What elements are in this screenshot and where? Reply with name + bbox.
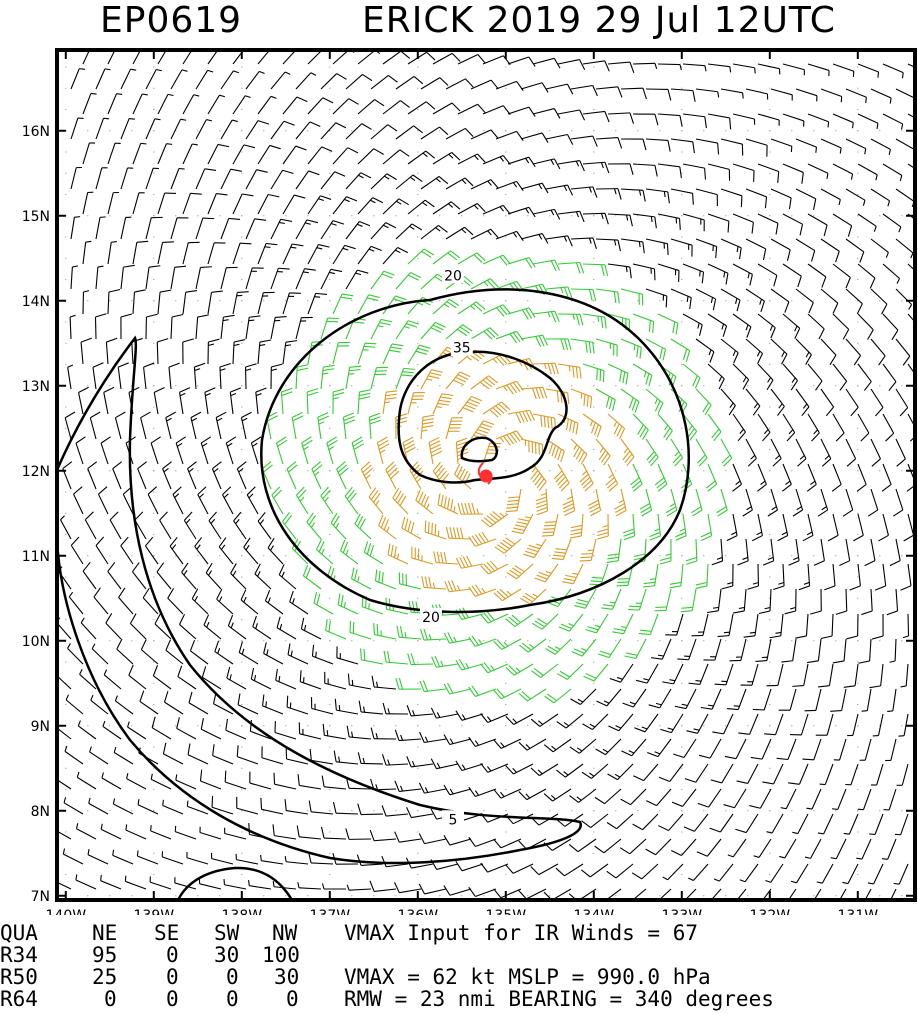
col-sw: 0 — [226, 987, 239, 1011]
axis-ticks — [57, 50, 915, 900]
lon-tick-label: 140W — [46, 908, 87, 915]
info-row-qua: QUA NE SE SW NW VMAX Input for IR Winds … — [0, 922, 918, 944]
contour-label: 35 — [453, 341, 471, 357]
info-row-r64: R64 0 0 0 0 RMW = 23 nmi BEARING = 340 d… — [0, 988, 918, 1010]
lon-tick-label: 134W — [574, 908, 615, 915]
col-nw: 100 — [262, 943, 300, 967]
storm-info-title: ERICK 2019 29 Jul 12UTC — [362, 0, 836, 41]
col-nw: 30 — [274, 965, 300, 989]
col-sw: SW — [214, 921, 240, 945]
col-ne: 0 — [104, 987, 117, 1011]
contour-5kt-arc — [57, 335, 582, 865]
col-se: 0 — [166, 987, 179, 1011]
contour-35kt — [397, 350, 568, 484]
col-sw: 30 — [214, 943, 240, 967]
rmw-bearing-label: RMW = 23 nmi BEARING = 340 degrees — [344, 987, 774, 1011]
col-nw: 0 — [286, 987, 299, 1011]
lat-tick-label: 16N — [22, 124, 50, 140]
longitude-labels: 140W 139W 138W 137W 136W 135W 134W 133W 132W 131W — [46, 908, 879, 915]
col-nw: NW — [272, 921, 298, 945]
contour-label: 20 — [444, 268, 462, 284]
contour-labels: 20 35 20 5 — [420, 266, 473, 828]
lat-tick-label: 12N — [22, 464, 50, 480]
lat-tick-label: 14N — [22, 294, 50, 310]
lat-tick-label: 13N — [22, 379, 50, 395]
storm-id-title: EP0619 — [100, 0, 243, 41]
col-se: 0 — [166, 965, 179, 989]
contour-label: 5 — [449, 812, 458, 828]
col-ne: 95 — [92, 943, 118, 967]
wind-barbs — [57, 50, 915, 900]
lat-tick-label: 11N — [22, 549, 50, 565]
row-key: QUA — [0, 921, 38, 945]
map-frame — [55, 48, 917, 902]
col-se: 0 — [166, 943, 179, 967]
row-key: R34 — [0, 943, 38, 967]
lon-tick-label: 137W — [310, 908, 351, 915]
vmax-mslp-label: VMAX = 62 kt MSLP = 990.0 hPa — [344, 965, 711, 989]
latitude-labels: 7N 8N 9N 10N 11N 12N 13N 14N 15N 16N — [22, 124, 50, 905]
lat-tick-label: 10N — [22, 634, 50, 650]
lon-tick-label: 138W — [222, 908, 263, 915]
contour-label: 20 — [422, 610, 440, 626]
storm-center-marker — [477, 462, 493, 485]
col-sw: 0 — [226, 965, 239, 989]
contour-5kt-bottom — [176, 866, 294, 900]
lon-tick-label: 133W — [662, 908, 703, 915]
info-row-r50: R50 25 0 0 30 VMAX = 62 kt MSLP = 990.0 … — [0, 966, 918, 988]
grid-dots — [65, 66, 903, 897]
lat-tick-label: 9N — [31, 719, 50, 735]
col-ne: NE — [92, 921, 118, 945]
lat-tick-label: 8N — [31, 804, 50, 820]
info-row-r34: R34 95 0 30 100 — [0, 944, 918, 966]
lon-tick-label: 135W — [486, 908, 527, 915]
wind-contours — [57, 288, 690, 900]
row-key: R64 — [0, 987, 38, 1011]
lon-tick-label: 132W — [750, 908, 791, 915]
vmax-input-label: VMAX Input for IR Winds = 67 — [344, 921, 699, 945]
contour-20kt — [260, 288, 690, 614]
storm-info-table: QUA NE SE SW NW VMAX Input for IR Winds … — [0, 922, 918, 1010]
lat-tick-label: 7N — [31, 889, 50, 905]
lon-tick-label: 139W — [134, 908, 175, 915]
col-ne: 25 — [92, 965, 118, 989]
row-key: R50 — [0, 965, 38, 989]
col-se: SE — [154, 921, 180, 945]
lat-tick-label: 15N — [22, 209, 50, 225]
contour-inner — [460, 436, 499, 463]
lon-tick-label: 131W — [838, 908, 879, 915]
wind-barb-map: 20 35 20 5 7N 8N 9N 10N 11N 12N 13N 14N 15N 16N 140W… — [22, 48, 917, 915]
lon-tick-label: 136W — [398, 908, 439, 915]
